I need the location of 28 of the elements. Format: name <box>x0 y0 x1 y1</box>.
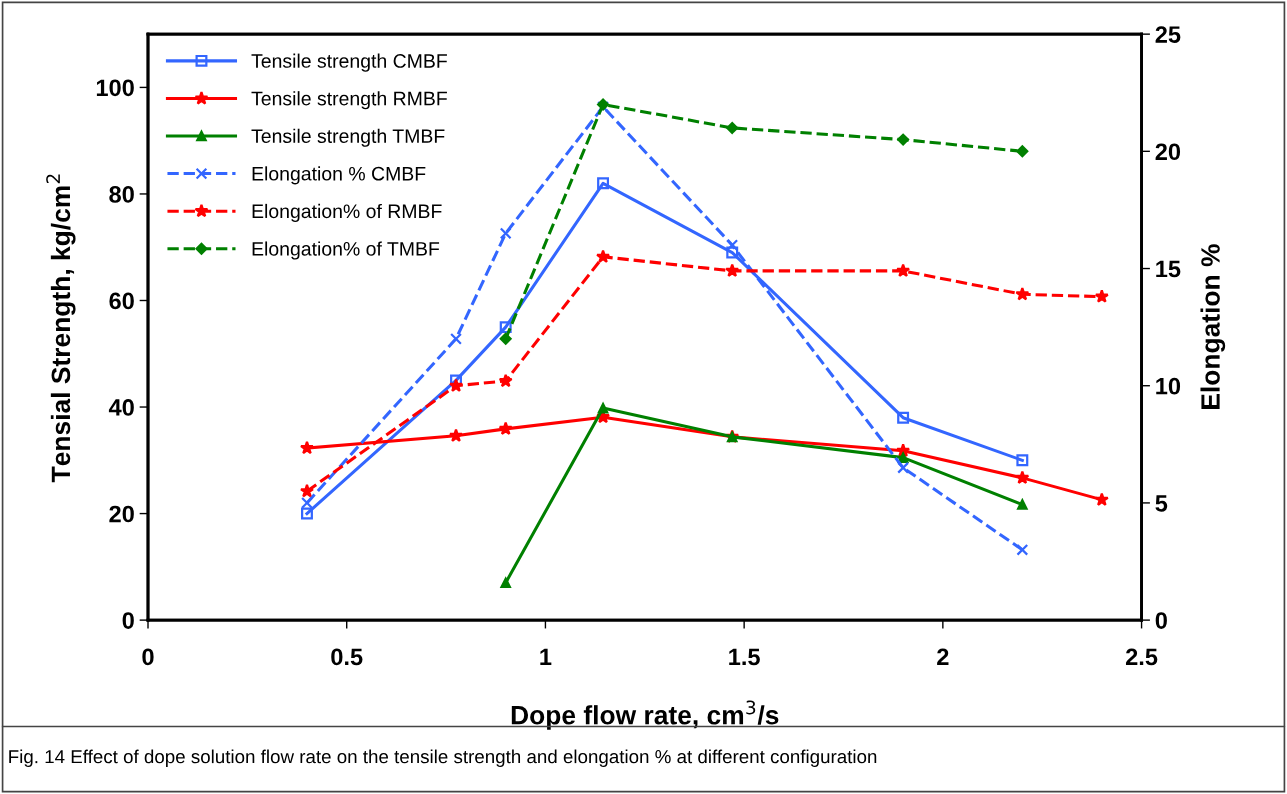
x-tick-label: 0.5 <box>331 648 363 666</box>
y2-tick-label: 10 <box>1156 377 1181 395</box>
y2-axis-title: Elongation % <box>1200 244 1226 409</box>
y2-tick-label: 15 <box>1156 260 1181 278</box>
y-tick-label: 60 <box>109 292 134 310</box>
legend-label: Tensile strength TMBF <box>251 128 445 147</box>
y2-tick-label: 5 <box>1155 495 1168 512</box>
y-tick-label: 40 <box>108 399 134 416</box>
x-tick-label: 2.5 <box>1125 648 1158 666</box>
legend-label: Tensile strength RMBF <box>251 91 447 110</box>
y-tick-label: 20 <box>109 505 134 523</box>
legend-label: Elongation% of RMBF <box>252 203 442 222</box>
x-tick-label: 1.5 <box>729 648 760 666</box>
y-tick-label: 80 <box>109 186 134 203</box>
legend-label: Elongation% of TMBF <box>252 241 440 260</box>
x-axis-title: Dope flow rate, cm$^{3}$/s <box>511 700 779 730</box>
legend-label: Tensile strength CMBF <box>251 53 447 72</box>
y-axis-title: Tensial Strength, kg/cm$^{2}$ <box>46 174 76 483</box>
y2-tick-label: 20 <box>1155 143 1181 161</box>
x-tick-label: 1 <box>540 648 552 665</box>
x-tick-label: 2 <box>937 648 949 665</box>
y2-tick-label: 0 <box>1155 612 1167 629</box>
y-tick-label: 0 <box>122 612 134 629</box>
x-tick-label: 0 <box>142 648 154 666</box>
legend-label: Elongation % CMBF <box>252 166 426 185</box>
y2-tick-label: 25 <box>1155 26 1181 43</box>
caption: Fig. 14 Effect of dope solution flow rate on the tensile strength and elongation % at different configuration <box>9 749 877 768</box>
y-tick-label: 100 <box>96 79 134 97</box>
